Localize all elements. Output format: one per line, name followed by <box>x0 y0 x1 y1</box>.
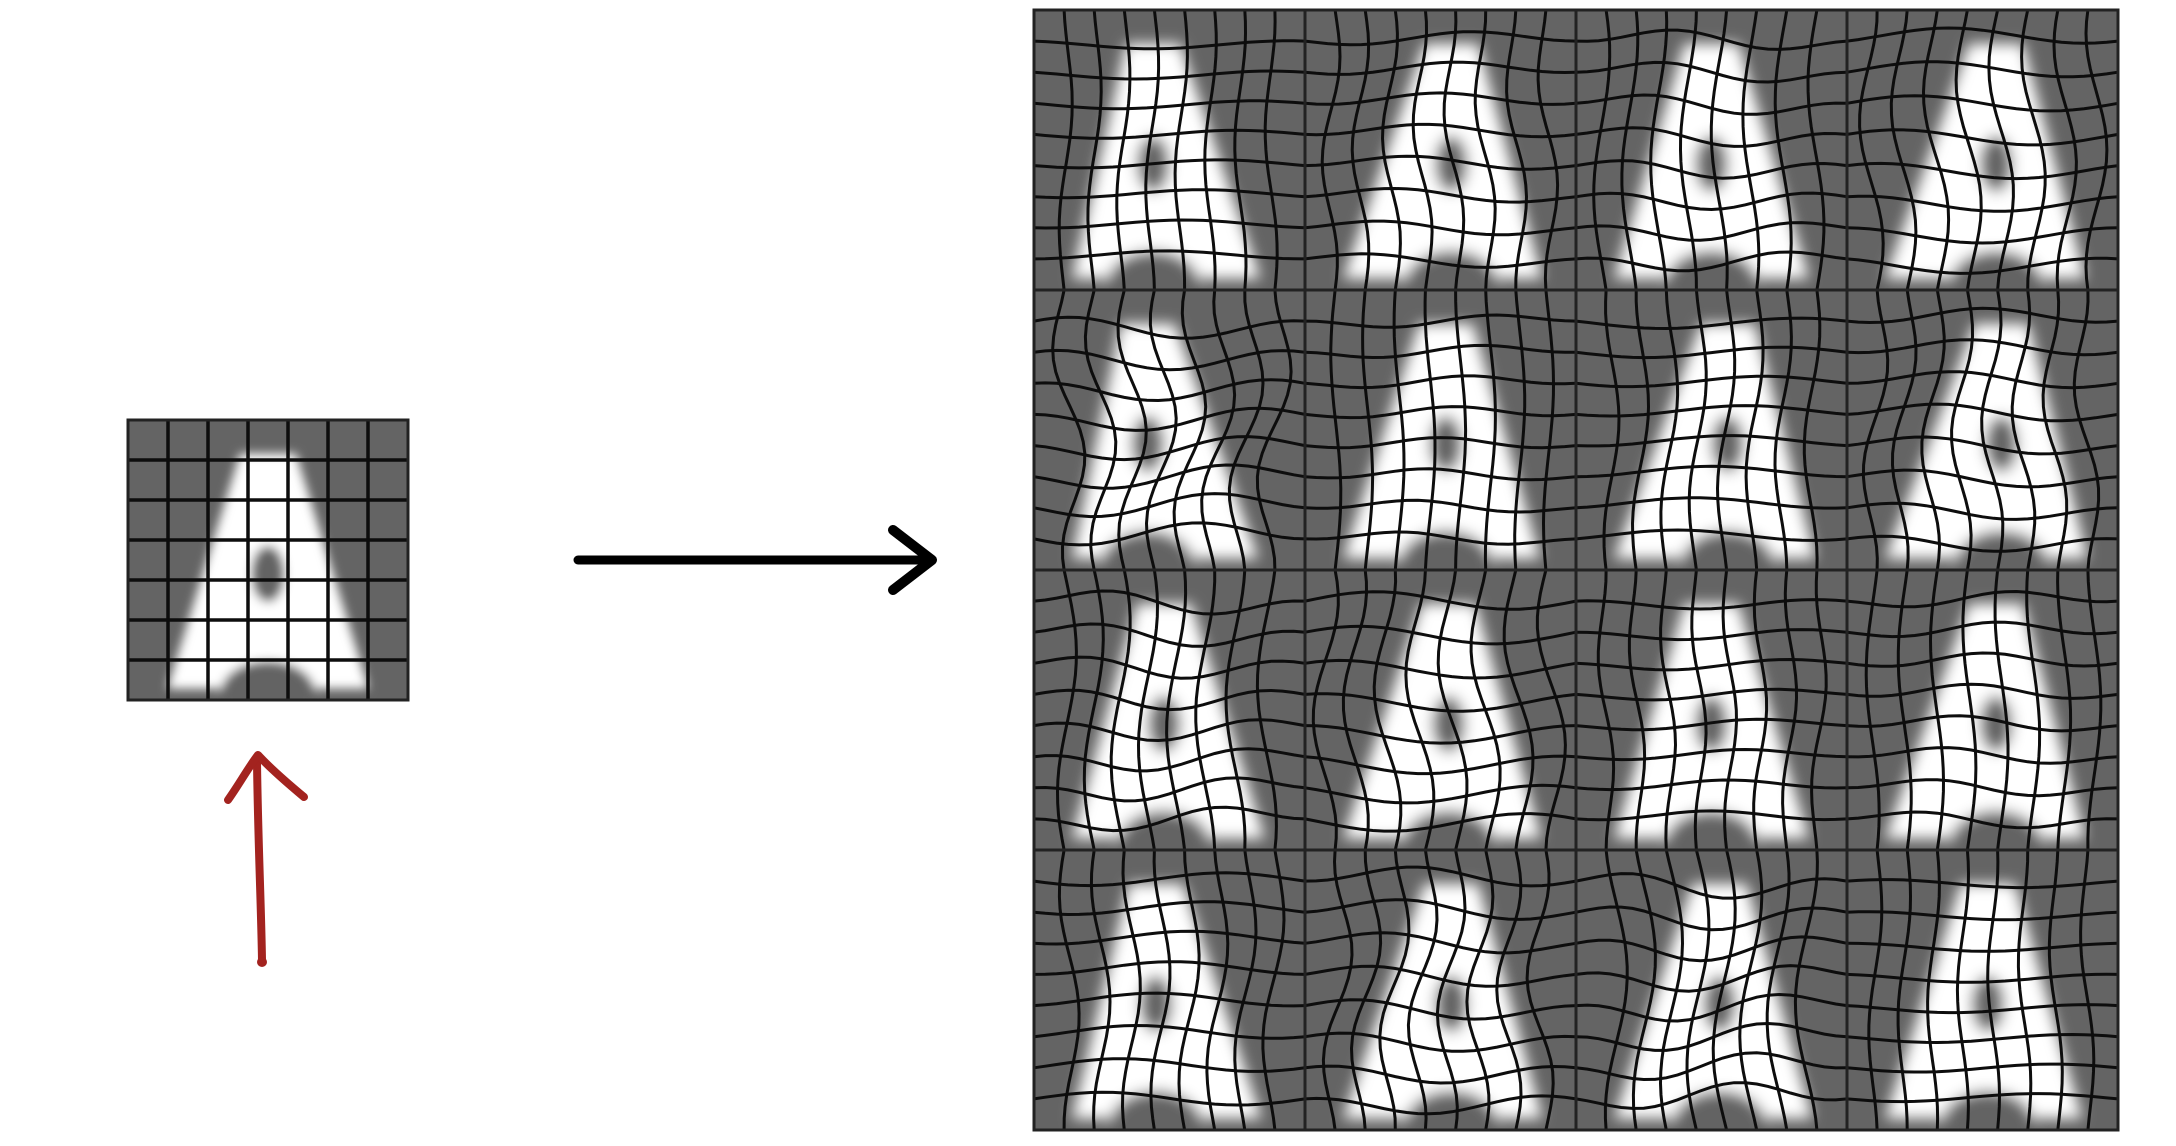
augmented-sample-10 <box>1303 568 1578 852</box>
augmented-sample-8 <box>1845 288 2120 572</box>
augmented-samples-grid <box>1032 8 2120 1132</box>
augmented-sample-11 <box>1574 568 1849 852</box>
grid-mesh <box>1575 849 1848 1131</box>
grid-mesh <box>1575 9 1848 291</box>
augmented-sample-6 <box>1303 288 1578 572</box>
right-arrow-icon <box>573 525 937 595</box>
grid-mesh <box>128 420 408 700</box>
grid-mesh <box>1304 9 1577 291</box>
grid-mesh <box>1846 569 2119 851</box>
augmented-sample-1 <box>1032 8 1307 292</box>
grid-mesh <box>1033 849 1306 1131</box>
augmented-sample-12 <box>1845 568 2120 852</box>
augmented-sample-3 <box>1574 8 1849 292</box>
augmented-sample-9 <box>1032 568 1307 852</box>
grid-mesh <box>1575 289 1848 571</box>
grid-mesh <box>1033 569 1306 851</box>
augmented-sample-14 <box>1303 848 1578 1132</box>
letter-glyph <box>1613 883 1813 1130</box>
augmented-sample-15 <box>1574 848 1849 1132</box>
letter-glyph <box>167 453 369 700</box>
grid-mesh <box>1304 849 1577 1131</box>
grid-mesh <box>1846 289 2119 571</box>
augmented-sample-13 <box>1032 848 1307 1132</box>
augmented-sample-7 <box>1574 288 1849 572</box>
augmented-sample-2 <box>1303 8 1578 292</box>
grid-mesh <box>1033 9 1306 291</box>
grid-mesh <box>1846 849 2119 1131</box>
grid-mesh <box>1846 9 2119 291</box>
source-letter-image <box>126 418 410 702</box>
augmented-sample-16 <box>1845 848 2120 1132</box>
up-arrow-icon <box>224 751 308 967</box>
augmented-sample-4 <box>1845 8 2120 292</box>
grid-mesh <box>1304 569 1577 851</box>
letter-glyph <box>1342 43 1543 290</box>
grid-mesh <box>1304 289 1577 571</box>
augmented-sample-5 <box>1032 288 1307 572</box>
grid-mesh <box>1575 569 1848 851</box>
grid-mesh <box>1033 289 1306 571</box>
letter-glyph <box>1613 603 1810 850</box>
